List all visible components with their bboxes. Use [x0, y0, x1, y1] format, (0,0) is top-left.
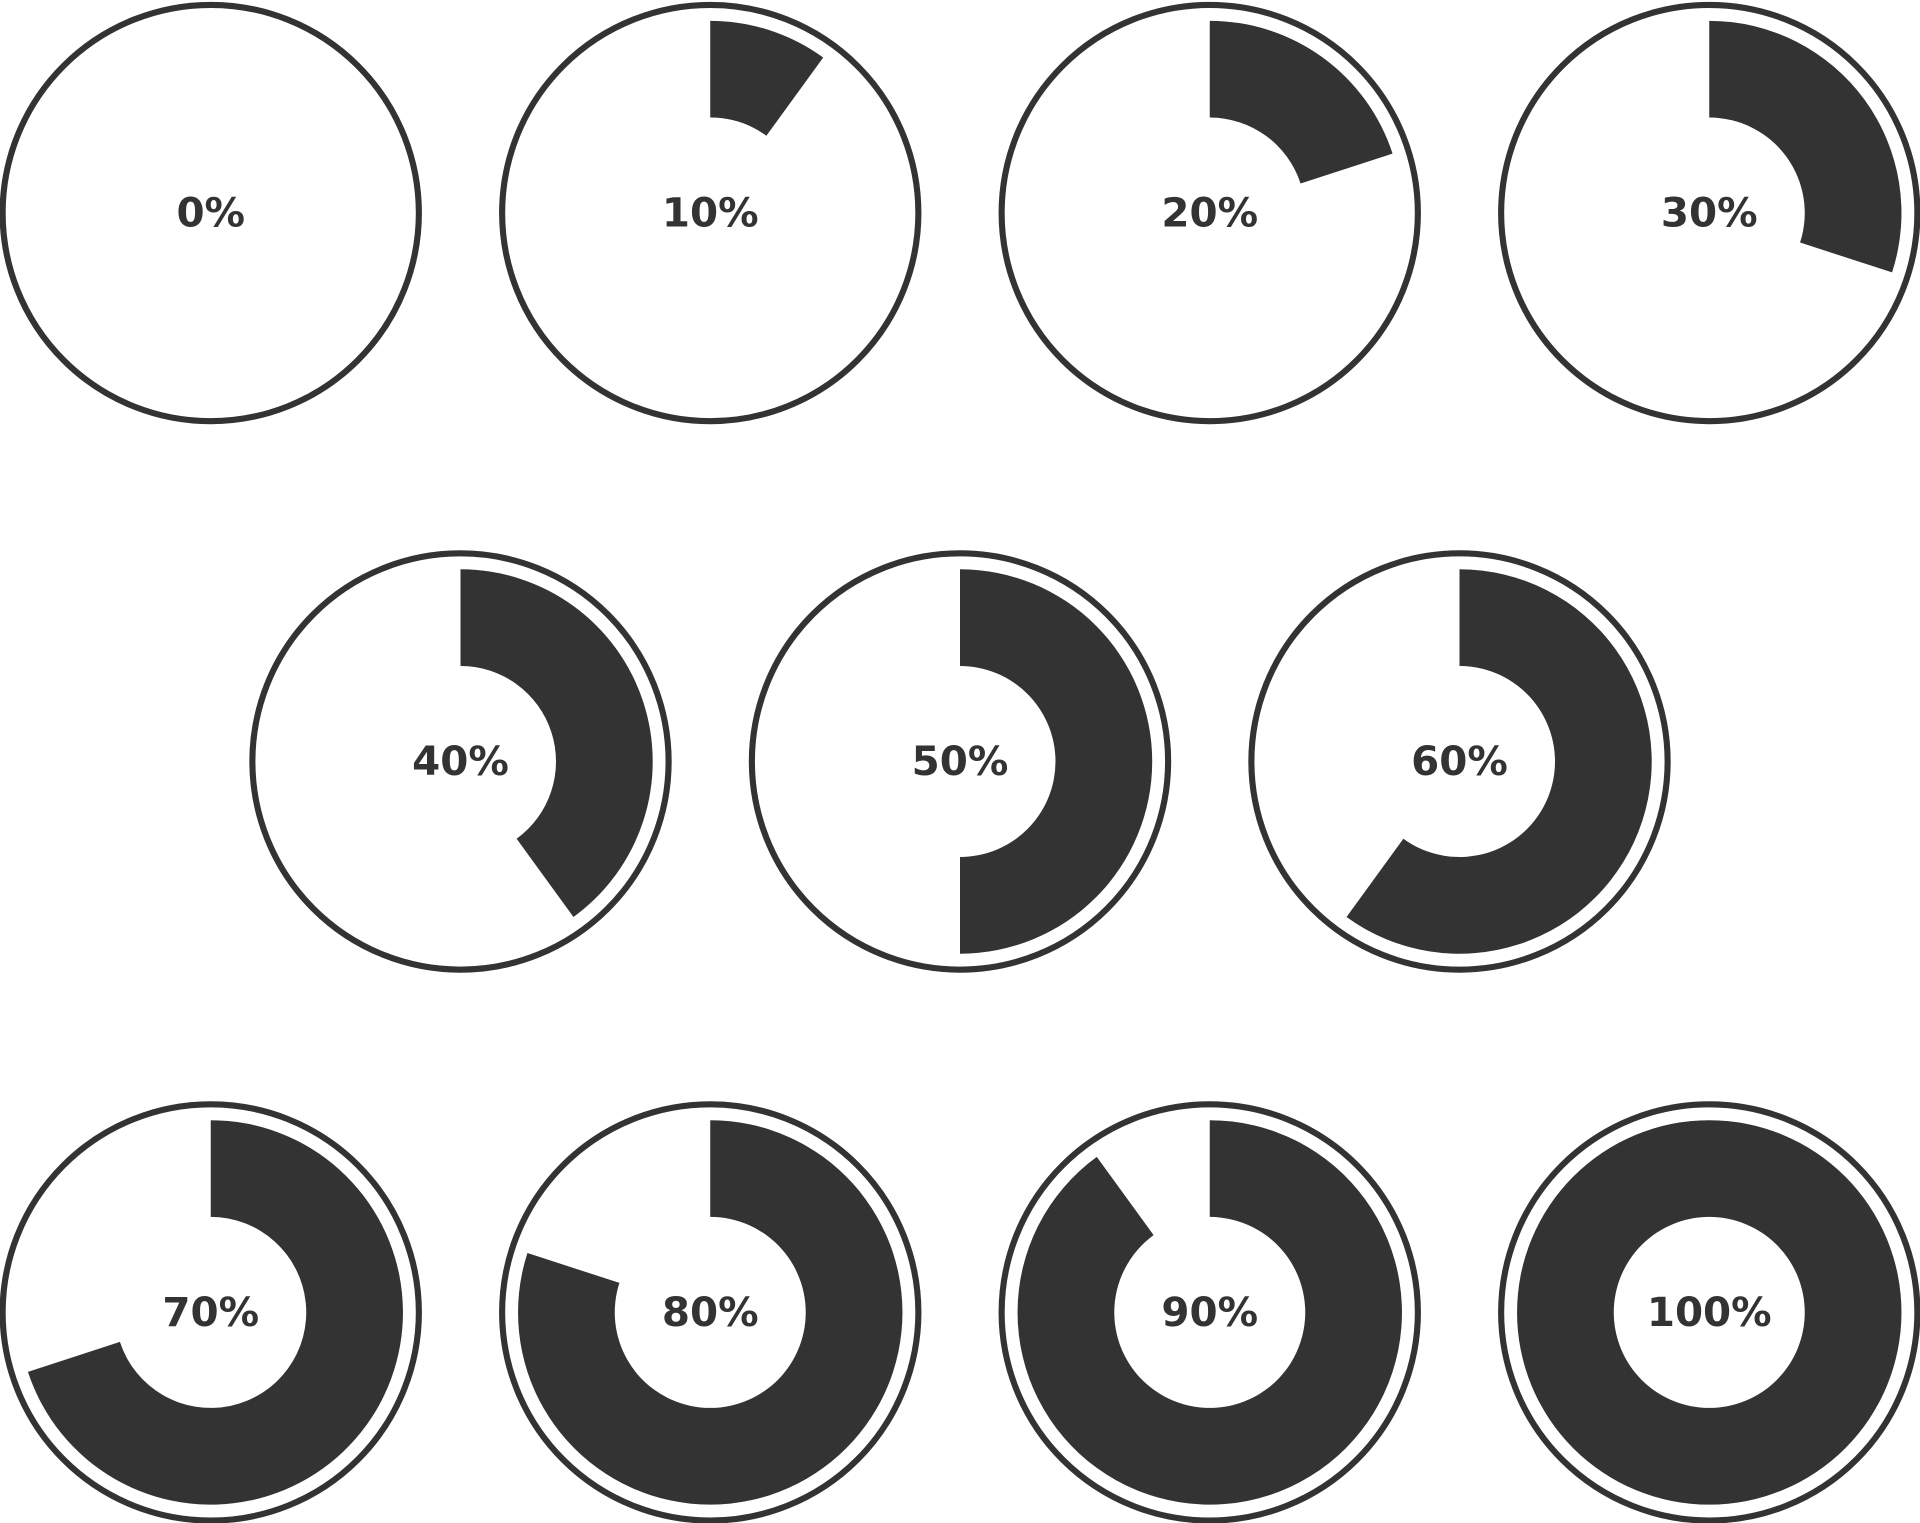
ring-outline [0, 1, 422, 425]
progress-arc [460, 569, 653, 918]
ring-outline [499, 1101, 922, 1523]
progress-arc [1346, 569, 1652, 954]
ring-outline [249, 550, 672, 973]
progress-arc [710, 20, 824, 136]
progress-label: 50% [912, 737, 1009, 785]
progress-label: 80% [662, 1288, 759, 1336]
progress-arc [27, 1120, 403, 1505]
progress-arc [960, 569, 1153, 954]
progress-arc [1017, 1120, 1402, 1505]
progress-label: 90% [1161, 1288, 1258, 1336]
progress-arc [1209, 20, 1393, 184]
ring-outline [1498, 1101, 1920, 1523]
ring-outline [748, 550, 1172, 973]
progress-label: 70% [162, 1288, 259, 1336]
progress-label: 60% [1411, 737, 1508, 785]
progress-label: 0% [176, 188, 245, 236]
progress-arc [518, 1120, 903, 1505]
progress-label: 100% [1647, 1288, 1772, 1336]
progress-label: 10% [662, 188, 759, 236]
ring-outline [499, 1, 922, 425]
ring-outline [998, 1, 1421, 425]
ring-outline [998, 1101, 1421, 1523]
progress-label: 30% [1661, 188, 1758, 236]
ring-outline [0, 1101, 422, 1523]
ring-outline [1498, 1, 1920, 425]
progress-arc [1709, 20, 1902, 273]
progress-label: 40% [412, 737, 509, 785]
progress-arc [1517, 1120, 1902, 1505]
ring-outline [1248, 550, 1671, 973]
progress-label: 20% [1161, 188, 1258, 236]
